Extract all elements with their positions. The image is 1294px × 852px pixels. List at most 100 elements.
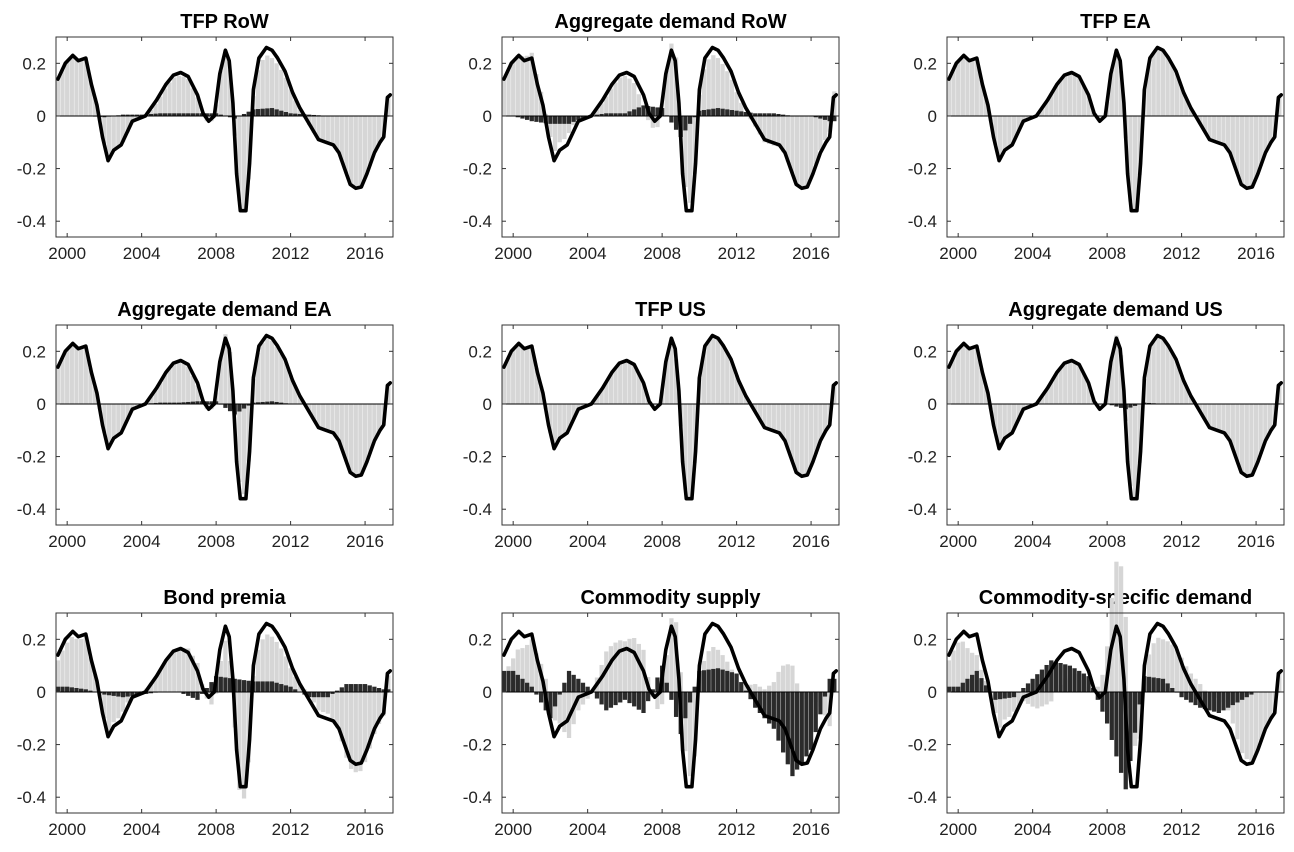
x-tick-label: 2016 <box>792 244 830 263</box>
residual-bar <box>1239 691 1245 754</box>
residual-bar <box>965 346 970 404</box>
residual-bar <box>279 648 284 692</box>
residual-bar <box>186 79 191 116</box>
residual-bar <box>111 403 116 439</box>
residual-bar <box>580 691 586 705</box>
residual-bar <box>951 357 956 404</box>
residual-bar <box>515 344 520 404</box>
residual-bar <box>265 55 270 116</box>
residual-bar <box>265 338 270 404</box>
contribution-bar <box>1021 688 1026 692</box>
residual-bar <box>1114 50 1119 116</box>
residual-bar <box>799 115 804 189</box>
residual-bar <box>358 691 363 772</box>
residual-bar <box>376 403 382 433</box>
residual-bar <box>1151 341 1156 404</box>
contribution-bar <box>358 684 363 692</box>
contribution-bar <box>804 691 809 757</box>
residual-bar <box>650 115 655 128</box>
x-tick-label: 2016 <box>346 532 384 551</box>
contribution-bar <box>753 113 758 116</box>
contribution-bar <box>771 691 776 729</box>
contribution-bar <box>997 691 1003 700</box>
residual-bar <box>956 349 961 404</box>
total-line <box>502 333 839 501</box>
contribution-bar <box>548 691 553 719</box>
residual-bar <box>367 115 372 166</box>
residual-bar <box>720 63 725 116</box>
residual-bar <box>1039 108 1045 116</box>
y-tick-label: 0 <box>928 107 937 126</box>
residual-bar <box>1170 64 1175 116</box>
contribution-bar <box>209 113 214 116</box>
residual-bar <box>622 641 628 692</box>
contribution-bar <box>260 401 265 404</box>
residual-bar <box>55 79 60 116</box>
residual-bar <box>367 403 372 454</box>
contribution-bar <box>622 113 628 116</box>
contribution-bar <box>120 114 126 116</box>
residual-bar <box>1207 115 1212 140</box>
residual-bar <box>720 344 725 404</box>
contribution-bar <box>237 403 242 412</box>
residual-bar <box>241 403 247 495</box>
x-tick-label: 2012 <box>1163 244 1201 263</box>
contribution-bar <box>706 669 711 692</box>
contribution-bar <box>767 691 772 724</box>
contribution-bar <box>979 678 984 692</box>
residual-bar <box>1212 115 1217 142</box>
residual-bar <box>1179 657 1184 692</box>
residual-bar <box>1072 362 1077 404</box>
y-tick-label: -0.2 <box>17 448 46 467</box>
x-tick-label: 2008 <box>1088 820 1126 839</box>
residual-bar <box>153 103 158 116</box>
y-tick-label: 0.2 <box>913 630 937 649</box>
axes-box <box>946 612 1285 814</box>
chart-title: Aggregate demand US <box>1008 299 1222 321</box>
residual-bar <box>1137 691 1142 739</box>
residual-bar <box>1011 403 1017 429</box>
residual-bar <box>1049 691 1054 702</box>
residual-bar <box>372 691 377 735</box>
contribution-bar <box>655 677 660 692</box>
residual-bar <box>1226 115 1231 151</box>
x-tick-label: 2016 <box>792 820 830 839</box>
contribution-bar <box>776 113 781 116</box>
chart-title: TFP US <box>635 299 706 321</box>
residual-bar <box>525 644 530 692</box>
residual-bar <box>153 390 158 404</box>
residual-bar <box>501 367 506 404</box>
residual-bar <box>1146 352 1152 404</box>
contribution-bar <box>148 113 154 116</box>
contribution-bar <box>627 111 632 116</box>
residual-bar <box>729 79 735 116</box>
residual-bar <box>1193 678 1198 692</box>
residual-bar <box>767 403 772 430</box>
residual-bar <box>613 642 618 692</box>
x-tick-label: 2004 <box>569 820 607 839</box>
residual-bar <box>664 70 669 116</box>
y-tick-label: -0.2 <box>908 736 937 755</box>
residual-bar <box>1188 396 1194 404</box>
contribution-bar <box>255 402 261 404</box>
contribution-bar <box>655 107 660 116</box>
residual-bar <box>1109 356 1114 404</box>
contribution-bar <box>822 115 828 120</box>
residual-bar <box>227 69 233 116</box>
contribution-bar <box>274 109 279 116</box>
contribution-bar <box>562 682 567 692</box>
residual-bar <box>753 684 758 692</box>
contribution-bar <box>246 111 251 116</box>
residual-bar <box>613 82 618 116</box>
residual-bar <box>223 334 228 404</box>
total-line <box>502 45 839 213</box>
residual-bar <box>1156 336 1161 404</box>
residual-bar <box>622 75 628 116</box>
contribution-bar <box>636 691 641 710</box>
residual-bar <box>181 363 186 404</box>
residual-bar <box>1216 115 1221 143</box>
residual-bar <box>1132 115 1138 211</box>
residual-bar <box>172 650 177 692</box>
residual-bar <box>1235 691 1240 740</box>
residual-bar <box>1230 403 1235 449</box>
